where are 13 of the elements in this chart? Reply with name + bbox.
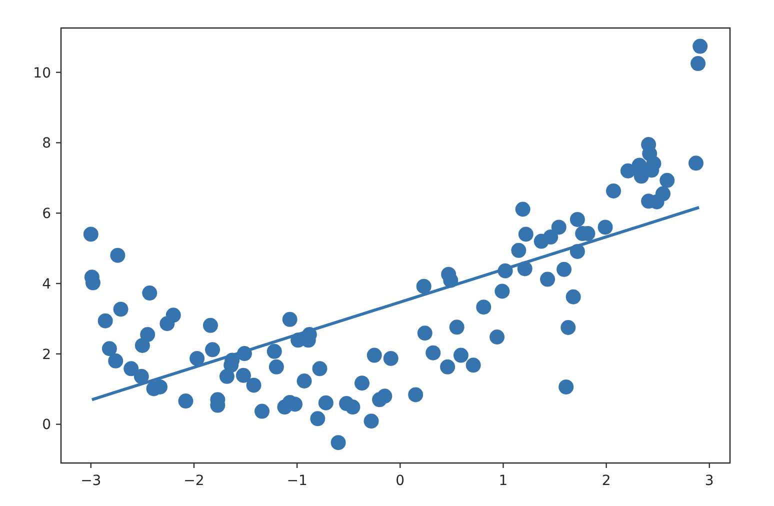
x-tick-label: 3 [704, 473, 714, 489]
y-tick-label: 8 [42, 136, 51, 152]
y-tick-label: 4 [42, 276, 52, 292]
y-tick-label: 6 [42, 206, 52, 222]
y-tick-label: 2 [42, 346, 51, 363]
x-tick-label: −3 [80, 473, 102, 489]
x-tick-label: −1 [286, 473, 308, 489]
x-tick-label: 0 [396, 473, 405, 489]
x-tick-label: 2 [602, 473, 611, 489]
x-tick-label: 1 [498, 473, 508, 489]
x-tick-label: −2 [184, 473, 204, 489]
y-tick-label: 10 [33, 65, 51, 82]
y-tick-label: 0 [42, 417, 51, 434]
